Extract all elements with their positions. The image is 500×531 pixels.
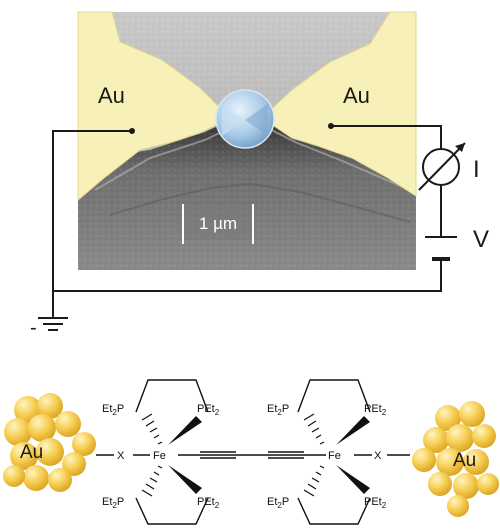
ligand-et2p-right-top: Et2P <box>267 403 289 417</box>
left-linker-label: X <box>117 450 125 462</box>
wedge-bonds <box>168 416 370 494</box>
right-iron-label: Fe <box>328 450 341 462</box>
ligand-et2p-left-top: Et2P <box>102 403 124 417</box>
right-electrode-label: Au <box>343 83 370 108</box>
ligand-pet2-right-bottom: PEt2 <box>364 496 387 510</box>
ammeter-symbol <box>418 142 466 191</box>
left-gold-cluster <box>3 393 96 492</box>
ligand-pet2-right-top: PEt2 <box>364 403 387 417</box>
ligand-pet2-left-top: PEt2 <box>197 403 220 417</box>
right-wire <box>331 125 442 150</box>
right-gold-cluster <box>412 401 499 517</box>
ground-symbol <box>38 317 68 331</box>
circuit <box>52 125 442 318</box>
molecule-bonds <box>96 379 410 525</box>
molecule-sphere <box>215 89 275 149</box>
voltage-label: V <box>473 226 489 253</box>
left-wire <box>52 130 132 318</box>
voltage-source-symbol <box>425 236 457 261</box>
right-contact-dot <box>328 123 334 129</box>
right-gold-electrode <box>261 11 417 197</box>
left-cluster-label: Au <box>20 442 43 463</box>
stereo-bonds <box>141 413 325 497</box>
right-cluster-label: Au <box>453 450 476 471</box>
ligand-pet2-left-bottom: PEt2 <box>197 496 220 510</box>
left-contact-dot <box>129 128 135 134</box>
scale-bar: 1 µm <box>180 204 256 244</box>
right-linker-label: X <box>374 450 382 462</box>
current-label: I <box>473 156 480 183</box>
ligand-et2p-right-bottom: Et2P <box>267 496 289 510</box>
left-iron-label: Fe <box>153 450 166 462</box>
ligand-et2p-left-bottom: Et2P <box>102 496 124 510</box>
left-electrode-label: Au <box>98 83 125 108</box>
scale-bar-label: 1 µm <box>199 214 237 233</box>
ground-label: - <box>30 317 37 339</box>
